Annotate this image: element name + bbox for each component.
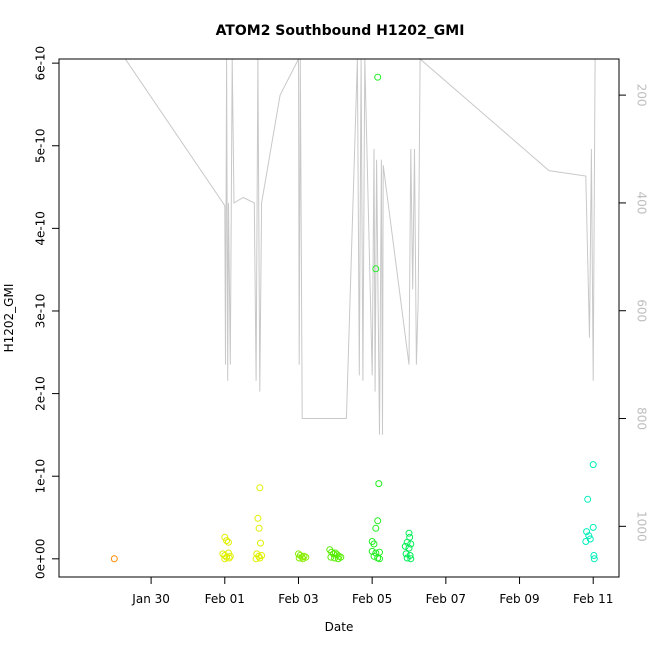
right-tick-label: 600 (635, 299, 649, 322)
y-tick-label: 6e-10 (34, 46, 48, 81)
data-point (403, 554, 411, 562)
data-point (401, 542, 409, 550)
data-point (256, 484, 264, 492)
data-point (295, 554, 303, 562)
data-point (252, 555, 260, 563)
data-point (589, 523, 597, 531)
chart-title: ATOM2 Southbound H1202_GMI (216, 23, 465, 39)
x-tick-label: Feb 01 (205, 592, 245, 606)
data-point (225, 554, 233, 562)
data-point (584, 495, 592, 503)
data-point (223, 537, 231, 545)
data-point (225, 549, 232, 557)
x-axis: Jan 30 Feb 01 Feb 03 Feb 05 Feb 07 Feb 09 Feb … (131, 576, 613, 606)
data-point (302, 553, 310, 561)
data-point (590, 555, 598, 563)
data-point (370, 540, 378, 548)
y-tick-label: 2e-10 (34, 376, 48, 411)
data-point (370, 552, 378, 560)
data-point (110, 555, 118, 563)
x-tick-label: Feb 07 (426, 592, 466, 606)
right-axis: 200 400 600 800 1000 (618, 84, 649, 542)
data-point (376, 555, 383, 563)
depth-trace (124, 57, 596, 435)
data-point (372, 524, 380, 532)
data-point (225, 538, 232, 546)
y-tick-label: 1e-10 (34, 459, 48, 494)
data-point (376, 548, 383, 556)
right-tick-label: 400 (635, 191, 649, 214)
data-points (110, 73, 598, 563)
right-tick-label: 1000 (635, 511, 649, 542)
data-point (368, 547, 376, 555)
y-axis: 0e+00 1e-10 2e-10 3e-10 4e-10 5e-10 6e-10 (34, 46, 60, 579)
x-axis-label: Date (325, 620, 354, 634)
y-tick-label: 5e-10 (34, 128, 48, 163)
x-tick-label: Jan 30 (131, 592, 170, 606)
y-tick-label: 3e-10 (34, 294, 48, 329)
x-tick-label: Feb 09 (499, 592, 539, 606)
data-point (405, 544, 413, 552)
data-point (583, 528, 591, 536)
plot-frame (58, 58, 620, 578)
data-point (255, 524, 263, 532)
data-point (582, 538, 590, 545)
data-point (254, 514, 262, 522)
data-point (374, 517, 382, 525)
right-tick-label: 800 (635, 407, 649, 430)
data-point (405, 529, 413, 537)
data-point (585, 532, 593, 540)
data-point (337, 553, 345, 561)
x-tick-label: Feb 03 (278, 592, 318, 606)
data-point (226, 552, 234, 560)
x-tick-label: Feb 05 (352, 592, 392, 606)
y-tick-label: 4e-10 (34, 211, 48, 246)
data-point (590, 552, 598, 559)
data-point (258, 552, 266, 559)
data-point (328, 548, 336, 556)
y-axis-label: H1202_GMI (2, 284, 16, 353)
right-tick-label: 200 (635, 84, 649, 107)
x-tick-label: Feb 11 (573, 592, 613, 606)
data-point (257, 539, 264, 547)
data-point (402, 550, 410, 558)
data-point (372, 265, 380, 273)
data-point (589, 461, 597, 469)
data-point (327, 553, 335, 561)
data-point (221, 533, 229, 541)
data-point (221, 555, 229, 563)
data-point (375, 480, 383, 488)
data-point (407, 555, 415, 563)
depth-line (124, 57, 596, 435)
y-tick-label: 0e+00 (34, 539, 48, 579)
data-point (374, 73, 382, 81)
